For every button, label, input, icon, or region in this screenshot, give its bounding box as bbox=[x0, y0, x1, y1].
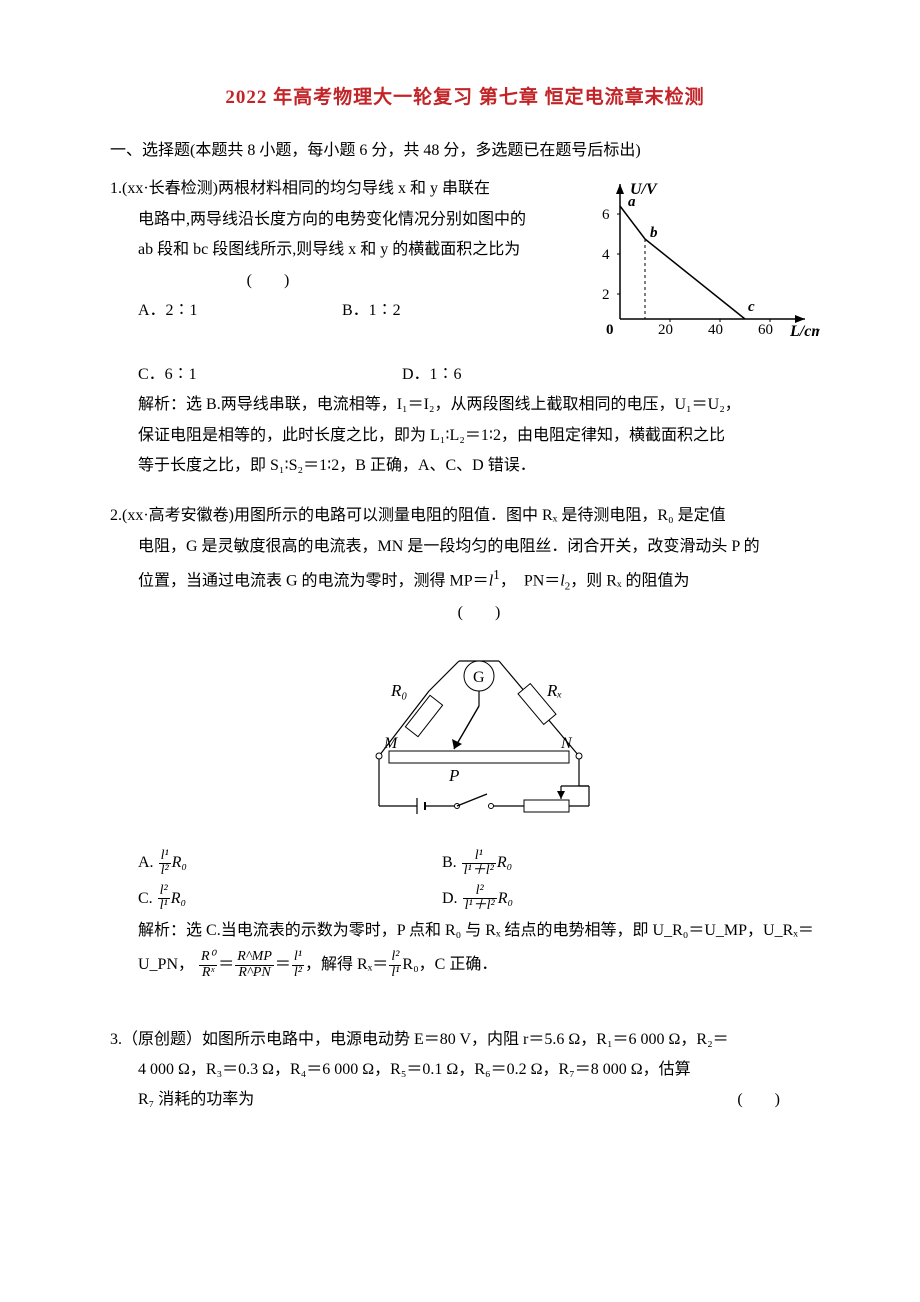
ytick-6: 6 bbox=[602, 207, 610, 223]
q2-line3: 位置，当通过电流表 G 的电流为零时，测得 MP＝l1， PN＝l2，则 Rₓ … bbox=[138, 562, 820, 597]
q2-choice-a: A. l¹l²R₀ bbox=[138, 845, 338, 880]
q1-choice-a: A．2∶1 bbox=[138, 296, 338, 326]
svg-text:R₀: R₀ bbox=[390, 681, 407, 700]
q2-circuit: R₀ G Rₓ M N P bbox=[138, 636, 820, 837]
q2-explain2: U_PN， R⁰Rˣ＝R^MPR^PN＝l¹l²，解得 Rₓ＝l²l¹R₀，C … bbox=[138, 946, 820, 984]
q1-choice-d: D．1∶6 bbox=[402, 360, 462, 390]
ytick-4: 4 bbox=[602, 247, 610, 263]
q1-choice-c: C．6∶1 bbox=[138, 360, 338, 390]
svg-text:P: P bbox=[448, 766, 459, 785]
svg-text:M: M bbox=[383, 735, 399, 752]
svg-text:c: c bbox=[748, 299, 755, 315]
q3-paren: ( ) bbox=[737, 1085, 780, 1115]
q1-graph: 6 4 2 0 20 40 60 U/V L/cm bbox=[590, 174, 820, 355]
xtick-20: 20 bbox=[658, 322, 673, 338]
q2-choice-d: D. l²l¹＋l²R₀ bbox=[442, 881, 642, 916]
x-axis-label: L/cm bbox=[789, 323, 820, 340]
ytick-2: 2 bbox=[602, 287, 610, 303]
question-1: 6 4 2 0 20 40 60 U/V L/cm bbox=[110, 174, 820, 481]
xtick-60: 60 bbox=[758, 322, 773, 338]
q1-explain2: 保证电阻是相等的，此时长度之比，即为 L₁∶L₂＝1∶2，由电阻定律知，横截面积… bbox=[138, 421, 820, 451]
question-3: 3.（原创题）如图所示电路中，电源电动势 E＝80 V，内阻 r＝5.6 Ω，R… bbox=[110, 1025, 820, 1116]
q1-paren: ( ) bbox=[138, 266, 398, 296]
q3-number: 3. bbox=[110, 1031, 122, 1048]
q1-number: 1. bbox=[110, 180, 122, 197]
q3-line3: R₇ 消耗的功率为 ( ) bbox=[138, 1085, 820, 1115]
svg-text:N: N bbox=[560, 735, 573, 752]
svg-text:b: b bbox=[650, 225, 658, 241]
section-instruction: 一、选择题(本题共 8 小题，每小题 6 分，共 48 分，多选题已在题号后标出… bbox=[110, 136, 820, 166]
q1-explain3: 等于长度之比，即 S₁∶S₂＝1∶2，B 正确，A、C、D 错误． bbox=[138, 451, 820, 481]
xtick-40: 40 bbox=[708, 322, 723, 338]
svg-text:G: G bbox=[473, 669, 485, 686]
svg-text:0: 0 bbox=[606, 322, 614, 338]
q1-explain1: 选 B.两导线串联，电流相等，I₁＝I₂，从两段图线上截取相同的电压，U₁＝U₂… bbox=[186, 396, 741, 413]
question-2: 2.(xx·高考安徽卷)用图所示的电路可以测量电阻的阻值．图中 Rₓ 是待测电阻… bbox=[110, 501, 820, 984]
q3-line2: 4 000 Ω，R₃＝0.3 Ω，R₄＝6 000 Ω，R₅＝0.1 Ω，R₆＝… bbox=[138, 1055, 820, 1085]
q2-paren: ( ) bbox=[138, 598, 820, 628]
q3-line1: 3.（原创题）如图所示电路中，电源电动势 E＝80 V，内阻 r＝5.6 Ω，R… bbox=[110, 1025, 820, 1055]
svg-text:a: a bbox=[628, 194, 636, 210]
q2-explain-label: 解析： bbox=[138, 922, 186, 939]
q2-line2: 电阻，G 是灵敏度很高的电流表，MN 是一段均匀的电阻丝．闭合开关，改变滑动头 … bbox=[138, 532, 820, 562]
q2-line1: 2.(xx·高考安徽卷)用图所示的电路可以测量电阻的阻值．图中 Rₓ 是待测电阻… bbox=[110, 501, 820, 531]
q1-choice-b: B．1∶2 bbox=[342, 296, 542, 326]
svg-text:Rₓ: Rₓ bbox=[546, 681, 562, 700]
page-title: 2022 年高考物理大一轮复习 第七章 恒定电流章末检测 bbox=[110, 80, 820, 116]
q2-explain1: 选 C.当电流表的示数为零时，P 点和 R₀ 与 Rₓ 结点的电势相等，即 U_… bbox=[186, 922, 814, 939]
q2-number: 2. bbox=[110, 507, 122, 524]
q1-explain-label: 解析： bbox=[138, 396, 186, 413]
q2-choice-c: C. l²l¹R₀ bbox=[138, 881, 338, 916]
q2-choice-b: B. l¹l¹＋l²R₀ bbox=[442, 845, 642, 880]
